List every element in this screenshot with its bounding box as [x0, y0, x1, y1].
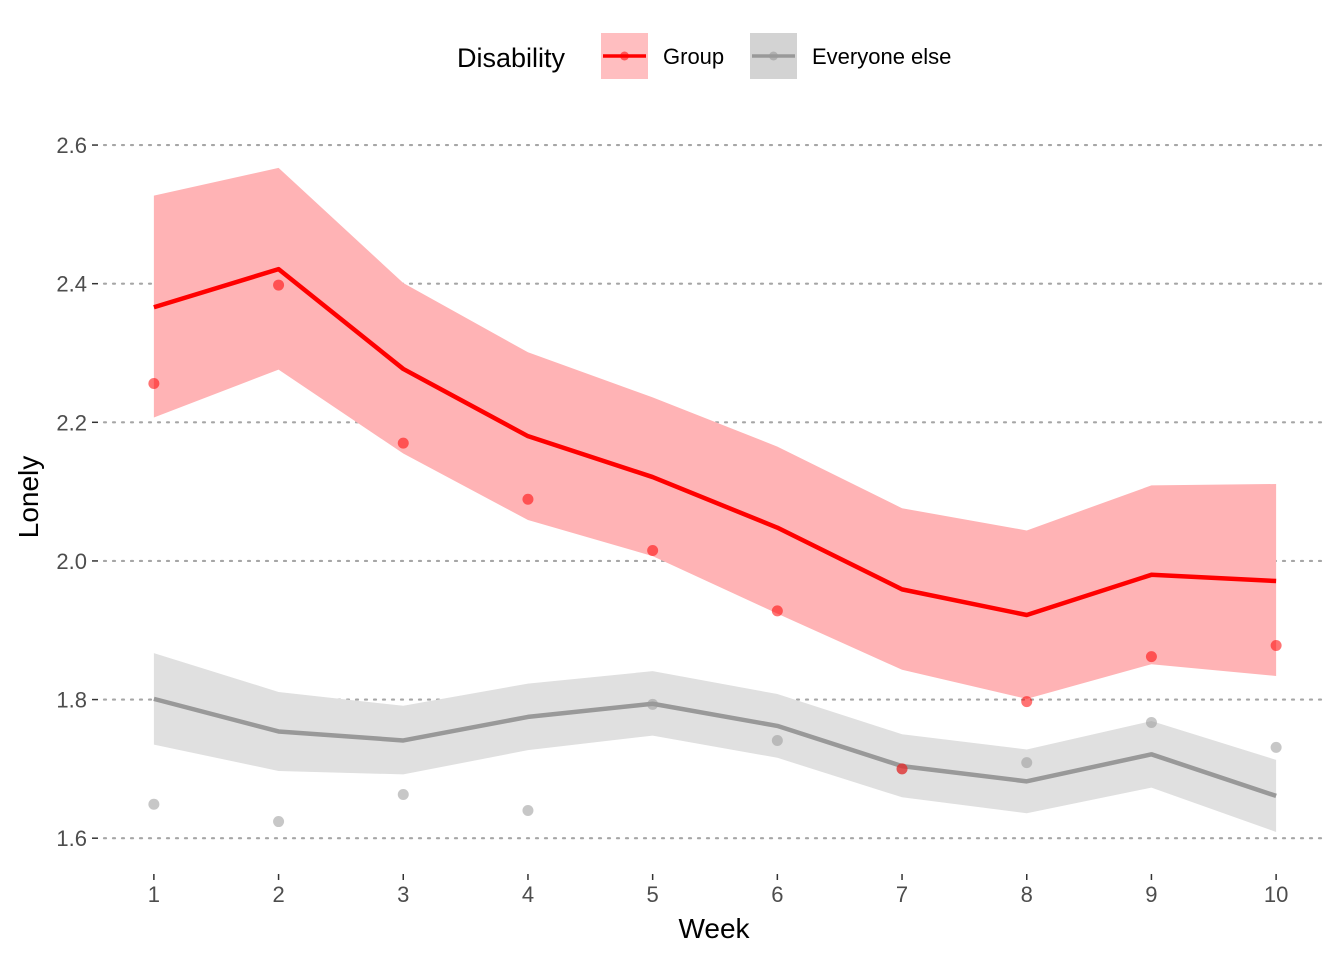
legend-title: Disability — [457, 43, 566, 73]
point-everyone-else — [148, 798, 160, 810]
y-tick-label: 2.2 — [56, 410, 87, 435]
point-group — [1270, 640, 1282, 652]
x-tick-label: 5 — [647, 882, 659, 907]
y-tick-label: 1.8 — [56, 688, 87, 713]
y-axis-title: Lonely — [13, 456, 44, 539]
y-tick-label: 2.0 — [56, 549, 87, 574]
y-tick-label: 2.6 — [56, 133, 87, 158]
point-everyone-else — [273, 816, 285, 828]
x-axis-title: Week — [678, 913, 750, 944]
point-everyone-else — [647, 698, 659, 710]
y-tick-label: 2.4 — [56, 272, 87, 297]
x-tick-label: 9 — [1145, 882, 1157, 907]
x-tick-label: 7 — [896, 882, 908, 907]
point-group — [148, 377, 160, 389]
x-tick-label: 10 — [1264, 882, 1288, 907]
legend: Disability Group Everyone else — [457, 33, 951, 79]
line-layer — [153, 266, 1277, 799]
point-everyone-else — [1145, 716, 1157, 728]
point-group — [647, 545, 659, 557]
legend-key-group-point — [620, 51, 629, 61]
point-group — [1021, 696, 1033, 708]
point-everyone-else — [1021, 757, 1033, 769]
point-everyone-else — [522, 804, 534, 816]
x-axis-ticks: 1 2 3 4 5 6 7 8 9 10 — [148, 874, 1288, 907]
ribbon-group — [153, 167, 1277, 699]
point-layer — [148, 279, 1282, 828]
line-group — [153, 266, 1277, 618]
ribbon-everyone-else — [153, 653, 1277, 832]
x-tick-label: 2 — [272, 882, 284, 907]
point-group — [522, 493, 534, 505]
x-tick-label: 3 — [397, 882, 409, 907]
legend-label-group: Group — [663, 44, 724, 69]
point-group — [1145, 651, 1157, 663]
x-tick-label: 8 — [1021, 882, 1033, 907]
point-group — [771, 605, 783, 617]
point-everyone-else — [771, 734, 783, 746]
point-everyone-else — [397, 789, 409, 801]
y-tick-label: 1.6 — [56, 826, 87, 851]
legend-key-everyone-else-point — [769, 51, 778, 61]
point-group — [273, 279, 285, 291]
legend-label-everyone-else: Everyone else — [812, 44, 951, 69]
x-tick-label: 4 — [522, 882, 534, 907]
y-axis-ticks: 1.6 1.8 2.0 2.2 2.4 2.6 — [56, 133, 98, 851]
point-group — [896, 763, 908, 775]
line-everyone-else — [153, 696, 1277, 799]
x-tick-label: 6 — [771, 882, 783, 907]
x-tick-label: 1 — [148, 882, 160, 907]
ribbon-layer — [153, 167, 1277, 832]
point-everyone-else — [1270, 741, 1282, 753]
point-group — [397, 437, 409, 449]
